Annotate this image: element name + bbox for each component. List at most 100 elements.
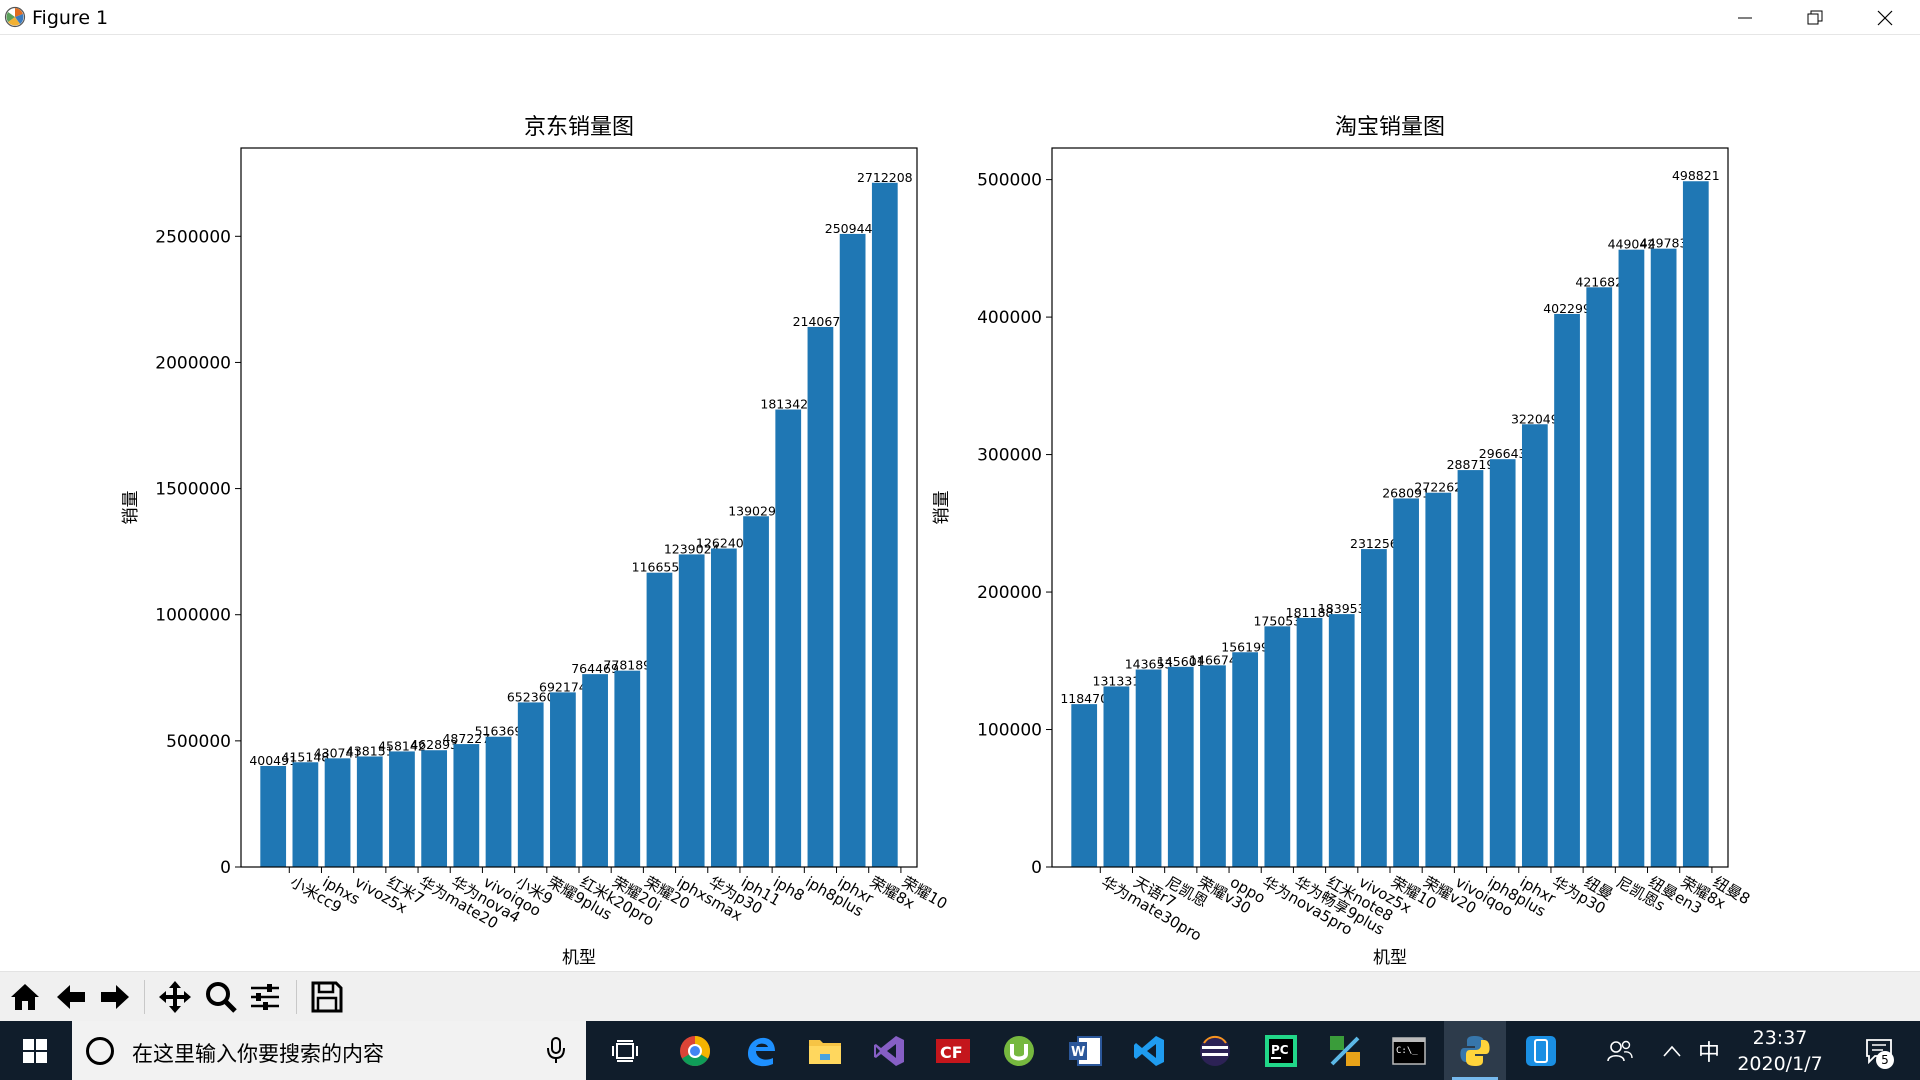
zoom-button[interactable]	[200, 976, 242, 1018]
bar[interactable]	[260, 765, 287, 867]
bar-value-label: 458142	[378, 738, 426, 753]
bar[interactable]	[1393, 498, 1419, 867]
bar[interactable]	[1586, 287, 1613, 867]
taskbar-pycharm[interactable]: PC	[1250, 1021, 1312, 1080]
bar[interactable]	[485, 736, 512, 867]
bar[interactable]	[1489, 459, 1516, 867]
bar[interactable]	[614, 670, 641, 867]
bar[interactable]	[1554, 313, 1580, 867]
bar[interactable]	[389, 751, 415, 867]
bar-value-label: 268091	[1382, 485, 1430, 500]
taskbar-word[interactable]: W	[1054, 1021, 1116, 1080]
bar[interactable]	[1167, 666, 1194, 867]
word-icon: W	[1069, 1035, 1102, 1066]
microphone-icon[interactable]	[546, 1036, 566, 1064]
taskbar-eclipse[interactable]	[1184, 1021, 1246, 1080]
bar[interactable]	[1682, 181, 1709, 867]
bar[interactable]	[871, 182, 898, 867]
taskbar-visual-studio[interactable]	[858, 1021, 920, 1080]
bar[interactable]	[807, 326, 834, 868]
show-hidden-icons-button[interactable]	[1655, 1021, 1689, 1080]
minimize-button[interactable]	[1710, 0, 1780, 35]
taskbar-python[interactable]	[1444, 1021, 1506, 1080]
bar[interactable]	[324, 758, 351, 867]
action-center-button[interactable]	[1854, 1021, 1904, 1080]
taskbar-codeforces-tool[interactable]: CF	[922, 1021, 984, 1080]
taskbar-file-explorer[interactable]	[794, 1021, 856, 1080]
chart-title: 淘宝销量图	[1335, 115, 1445, 140]
bar[interactable]	[1232, 652, 1259, 867]
people-button[interactable]	[1600, 1021, 1640, 1080]
bar[interactable]	[1200, 665, 1226, 867]
phone-icon	[1526, 1035, 1556, 1066]
svg-text:CF: CF	[940, 1043, 963, 1062]
bar[interactable]	[710, 548, 737, 867]
taskbar-phone-app[interactable]	[1510, 1021, 1572, 1080]
task-view-button[interactable]	[594, 1021, 656, 1080]
taskbar-chrome[interactable]	[664, 1021, 726, 1080]
bar[interactable]	[1361, 549, 1387, 867]
y-tick-label: 1000000	[155, 606, 231, 626]
y-axis-label: 销量	[121, 491, 141, 525]
bar[interactable]	[1618, 249, 1645, 868]
bar[interactable]	[1103, 686, 1130, 867]
bar[interactable]	[743, 516, 769, 867]
bar-value-label: 145601	[1157, 654, 1205, 669]
bar-value-label: 652360	[507, 689, 555, 704]
start-button[interactable]	[0, 1021, 70, 1080]
y-tick-label: 2500000	[155, 227, 231, 247]
navigation-toolbar	[0, 971, 1920, 1021]
forward-button[interactable]	[94, 976, 136, 1018]
cf-app-icon: CF	[936, 1038, 970, 1063]
home-button[interactable]	[4, 976, 46, 1018]
taskbar-search-box[interactable]: 在这里输入你要搜索的内容	[72, 1021, 586, 1080]
task-view-icon	[612, 1039, 638, 1062]
bar[interactable]	[550, 692, 576, 867]
bar[interactable]	[1650, 248, 1677, 867]
ime-indicator[interactable]: 中	[1697, 1040, 1720, 1066]
pan-button[interactable]	[154, 976, 196, 1018]
bar[interactable]	[1328, 614, 1355, 867]
taskbar-vscode[interactable]	[1118, 1021, 1180, 1080]
figure-canvas[interactable]: 京东销量图 0 500000 1000000 1500000 2000000 2500000…	[0, 35, 1920, 971]
back-button[interactable]	[50, 976, 92, 1018]
bar-value-label: 143653	[1125, 657, 1173, 672]
cortana-icon	[86, 1037, 114, 1065]
bar[interactable]	[292, 762, 319, 867]
y-tick-label: 0	[1031, 858, 1042, 878]
bar[interactable]	[453, 744, 480, 867]
taskbar-terminal[interactable]: C:\_	[1378, 1021, 1440, 1080]
bar[interactable]	[517, 702, 544, 867]
window-title-bar: Figure 1	[0, 0, 1920, 35]
bar[interactable]	[678, 554, 705, 867]
restore-button[interactable]	[1780, 0, 1850, 35]
bar-value-label: 498821	[1672, 168, 1720, 183]
bar[interactable]	[356, 756, 383, 867]
close-button[interactable]	[1850, 0, 1920, 35]
bar[interactable]	[1425, 492, 1452, 867]
y-tick-label: 1500000	[155, 480, 231, 500]
terminal-icon: C:\_	[1392, 1036, 1426, 1065]
bar[interactable]	[1071, 704, 1098, 867]
bar[interactable]	[582, 674, 608, 867]
bar[interactable]	[1264, 626, 1291, 867]
bar[interactable]	[421, 750, 448, 867]
zoom-icon	[206, 982, 237, 1013]
save-button[interactable]	[306, 976, 348, 1018]
configure-subplots-button[interactable]	[244, 976, 286, 1018]
y-tick-label: 500000	[166, 732, 231, 752]
clock-time[interactable]: 23:37	[1752, 1027, 1808, 1049]
bar[interactable]	[775, 409, 802, 867]
bar[interactable]	[1521, 424, 1548, 867]
bar[interactable]	[1457, 470, 1484, 867]
taskbar-tool-app[interactable]	[1314, 1021, 1376, 1080]
bar[interactable]	[1135, 669, 1162, 867]
bar[interactable]	[839, 233, 866, 868]
people-icon	[1607, 1040, 1633, 1061]
taskbar-utorrent[interactable]	[988, 1021, 1050, 1080]
bar[interactable]	[646, 572, 673, 867]
y-tick-label: 500000	[977, 171, 1042, 191]
bar[interactable]	[1296, 617, 1323, 867]
taskbar-edge[interactable]	[730, 1021, 792, 1080]
clock-date[interactable]: 2020/1/7	[1737, 1053, 1823, 1075]
